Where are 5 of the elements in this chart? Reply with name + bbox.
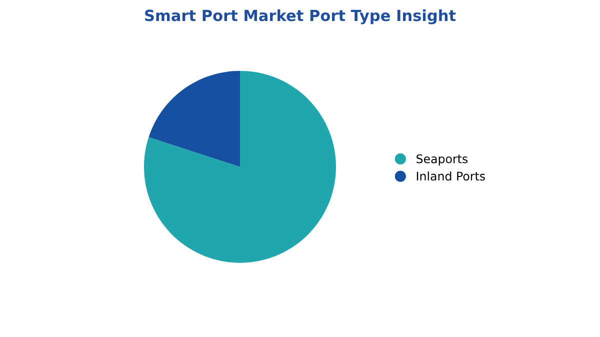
pie-slice (144, 70, 336, 263)
legend-label: Inland Ports (416, 171, 485, 181)
pie-slice (148, 70, 240, 167)
legend-label: Seaports (416, 154, 468, 166)
chart-title: Smart Port Market Port Type Insight (145, 9, 456, 24)
